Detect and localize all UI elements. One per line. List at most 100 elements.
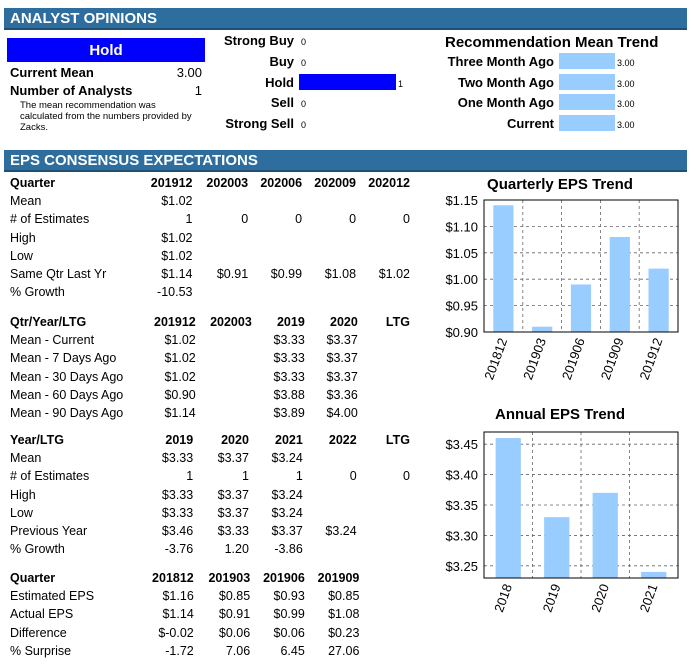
rating-count-strong-sell: 0	[301, 120, 307, 130]
bar	[641, 571, 667, 578]
trend-title: Recommendation Mean Trend	[445, 34, 659, 51]
row-label: Actual EPS	[10, 607, 74, 622]
table-row: # of Estimates 1 0 0 0 0	[10, 210, 410, 228]
y-tick-label: $1.05	[445, 246, 478, 261]
bar	[493, 205, 514, 332]
quarterly-chart-title: Quarterly EPS Trend	[487, 176, 633, 193]
rating-count-buy: 0	[301, 58, 307, 68]
table-cell: 202003	[210, 315, 252, 330]
bar	[544, 517, 570, 578]
table-cell: $3.33	[273, 333, 305, 348]
row-label: High	[10, 487, 36, 502]
table-header-row: Quarter 201812 201903 201906 201909	[10, 569, 410, 587]
y-tick-label: $1.15	[445, 196, 478, 208]
num-analysts-value: 1	[194, 83, 202, 98]
table-cell: $3.89	[273, 406, 305, 421]
trend-value-current: 3.00	[617, 120, 635, 130]
table-row: Same Qtr Last Yr $1.14 $0.91 $0.99 $1.08 $1.0…	[10, 265, 410, 283]
table-cell: $3.24	[271, 487, 303, 502]
table-cell: $1.14	[162, 607, 194, 622]
table-cell	[302, 247, 356, 265]
table-cell: LTG	[385, 315, 410, 330]
table-cell: $1.02	[164, 369, 196, 384]
table-row: Mean - 7 Days Ago $1.02 $3.33 $3.37	[10, 349, 410, 367]
bar	[609, 236, 630, 332]
bar	[648, 268, 669, 332]
x-tick-label: 2019	[540, 582, 564, 614]
eps-mean-history-table: Qtr/Year/LTG 201912 202003 2019 2020 LTG Mean …	[10, 313, 410, 422]
table-row: Actual EPS $1.14 $0.91 $0.99 $1.08	[10, 605, 410, 623]
table-cell: $0.90	[164, 387, 196, 402]
table-cell: -1.72	[165, 643, 194, 658]
table-cell	[196, 331, 252, 349]
y-tick-label: $0.95	[445, 299, 478, 314]
row-label: High	[10, 230, 36, 245]
x-tick-label: 201906	[559, 336, 588, 382]
quarterly-eps-chart: $0.90 $0.95 $1.00 $1.05 $1.10 $1.15 201812 2019…	[445, 196, 679, 382]
analyst-opinions-banner: ANALYST OPINIONS	[4, 8, 687, 30]
table-cell: $1.14	[161, 267, 193, 282]
table-cell: $3.24	[271, 451, 303, 466]
y-tick-label: $1.00	[445, 272, 478, 287]
table-cell	[196, 349, 252, 367]
table-cell: 0	[241, 212, 249, 227]
table-cell	[357, 486, 410, 504]
table-cell: $0.91	[216, 267, 249, 282]
row-label: Year/LTG	[10, 433, 64, 448]
row-label: Low	[10, 248, 33, 263]
x-tick-label: 201812	[481, 336, 510, 382]
table-cell	[357, 540, 410, 558]
annual-chart-title: Annual EPS Trend	[494, 406, 626, 423]
table-cell: 202012	[368, 176, 410, 191]
table-cell	[359, 642, 410, 660]
table-cell: $0.85	[328, 589, 360, 604]
table-cell: $3.37	[217, 451, 249, 466]
table-cell	[248, 283, 302, 301]
table-cell: $0.99	[270, 267, 303, 282]
table-cell: 202003	[206, 176, 249, 191]
trend-label-three-month: Three Month Ago	[447, 54, 554, 69]
table-cell	[303, 540, 357, 558]
rating-count-sell: 0	[301, 99, 307, 109]
row-label: Estimated EPS	[10, 589, 95, 604]
x-tick-label: 201909	[598, 336, 627, 382]
table-row: High $1.02	[10, 229, 410, 247]
table-cell: $0.91	[218, 607, 251, 622]
table-cell: 201906	[263, 571, 305, 586]
table-cell: $0.85	[218, 589, 251, 604]
x-tick-label: 201903	[520, 336, 549, 382]
table-row: Mean - 30 Days Ago $1.02 $3.33 $3.37	[10, 368, 410, 386]
table-cell	[302, 229, 356, 247]
table-cell: $3.36	[326, 387, 358, 402]
x-tick-label: 2021	[637, 582, 661, 614]
table-row: Mean $1.02	[10, 192, 410, 210]
table-cell	[358, 404, 410, 422]
trend-label-current: Current	[507, 116, 554, 131]
eps-quarter-table: Quarter 201912 202003 202006 202009 202012 Mea…	[10, 174, 410, 301]
table-cell: 201903	[208, 571, 251, 586]
current-mean-value: 3.00	[176, 65, 202, 80]
trend-bar-three-month	[559, 53, 615, 69]
rating-label-strong-buy: Strong Buy	[223, 33, 294, 48]
rating-label-buy: Buy	[269, 54, 294, 69]
table-cell	[248, 229, 302, 247]
table-cell	[359, 605, 410, 623]
table-cell: $3.33	[217, 524, 249, 539]
table-cell	[359, 587, 410, 605]
table-cell: $3.24	[271, 505, 303, 520]
table-cell: $3.37	[326, 351, 358, 366]
row-label: % Surprise	[10, 643, 72, 658]
y-tick-label: $0.90	[445, 325, 478, 340]
table-cell: 202006	[260, 176, 303, 191]
table-cell: 201912	[150, 176, 193, 191]
table-cell	[356, 247, 410, 265]
current-mean-label: Current Mean	[10, 65, 94, 80]
table-cell	[358, 368, 410, 386]
table-cell: $0.99	[273, 607, 305, 622]
rating-label-strong-sell: Strong Sell	[225, 116, 294, 131]
table-cell	[196, 404, 252, 422]
y-tick-label: $1.10	[445, 219, 478, 234]
table-cell: 2022	[328, 433, 357, 448]
table-cell: $-0.02	[158, 625, 194, 640]
rating-badge: Hold	[7, 38, 205, 62]
